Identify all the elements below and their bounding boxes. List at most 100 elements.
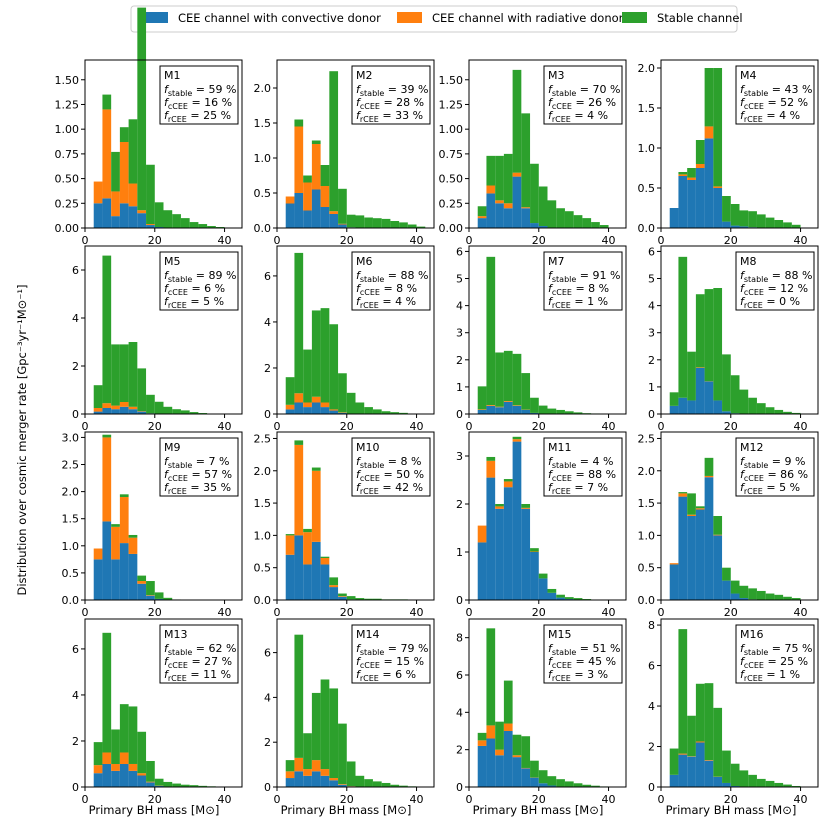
bar-m8-stable-bin13 <box>783 411 792 414</box>
bar-m13-stable-bin0 <box>93 742 103 766</box>
bar-m14-stable-bin2 <box>303 733 312 770</box>
fraction-rcee: frCEE = 33 % <box>356 109 423 124</box>
bar-m5-stable-bin4 <box>128 342 138 407</box>
bar-m9-rad-bin0 <box>93 548 103 560</box>
bar-m1-stable-bin1 <box>102 94 112 110</box>
bar-m2-stable-bin3 <box>311 140 321 144</box>
bar-m10-stable-bin6 <box>338 593 347 597</box>
bar-m7-stable-bin1 <box>486 256 496 406</box>
bar-m12-stable-bin5 <box>713 516 723 535</box>
bar-m14-rad-bin2 <box>303 769 312 776</box>
x-tick-label: 40 <box>218 234 232 247</box>
bar-m6-stable-bin1 <box>294 252 304 394</box>
x-tick-label: 20 <box>148 793 162 806</box>
y-tick-label: 6 <box>264 270 271 283</box>
bar-m14-stable-bin0 <box>285 760 295 772</box>
bar-m8-conv-bin3 <box>695 367 705 414</box>
bar-m4-conv-bin5 <box>713 188 723 228</box>
bar-m5-stable-bin0 <box>93 385 103 408</box>
bar-m5-conv-bin1 <box>102 408 112 414</box>
panel-title: M5 <box>164 255 181 268</box>
bar-m15-conv-bin0 <box>477 745 487 787</box>
y-tick-label: 3 <box>456 450 463 463</box>
y-tick-label: 2.0 <box>254 82 272 95</box>
y-tick-label: 1.50 <box>55 74 80 87</box>
bar-m4-rad-bin5 <box>713 186 723 188</box>
bar-m15-stable-bin11 <box>573 783 583 787</box>
bar-m9-stable-bin5 <box>137 575 147 582</box>
bar-m16-conv-bin5 <box>713 776 723 787</box>
bar-m9-rad-bin6 <box>146 595 155 596</box>
bar-m11-conv-bin8 <box>547 592 557 600</box>
bar-m9-conv-bin4 <box>128 553 138 600</box>
bar-m1-rad-bin4 <box>128 183 138 207</box>
bar-m3-stable-bin6 <box>530 163 539 224</box>
bar-m4-stable-bin14 <box>791 224 801 228</box>
y-tick-label: 6 <box>648 660 655 673</box>
bar-m9-conv-bin7 <box>154 598 164 600</box>
bar-m13-conv-bin2 <box>111 770 120 787</box>
bar-m6-conv-bin1 <box>294 402 304 414</box>
y-tick-label: 0 <box>648 408 655 421</box>
bar-m13-rad-bin6 <box>146 781 155 783</box>
bar-m2-stable-bin5 <box>329 71 339 212</box>
bar-m11-conv-bin6 <box>530 552 539 600</box>
x-tick-label: 20 <box>724 793 738 806</box>
bar-m15-stable-bin7 <box>538 770 548 784</box>
y-tick-label: 0.0 <box>254 594 272 607</box>
bar-m12-conv-bin8 <box>739 598 749 600</box>
annotation-box <box>159 624 239 684</box>
y-tick-label: 0 <box>456 781 463 794</box>
bar-m5-conv-bin5 <box>137 411 147 414</box>
bar-m12-conv-bin4 <box>704 477 714 600</box>
x-tick-label: 0 <box>274 606 281 619</box>
x-tick-label: 0 <box>658 606 665 619</box>
bar-m13-stable-bin7 <box>154 778 164 786</box>
y-tick-label: 0.5 <box>254 187 272 200</box>
y-tick-label: 1.5 <box>638 102 656 115</box>
y-tick-label: 0 <box>264 408 271 421</box>
bar-m8-conv-bin1 <box>678 397 688 414</box>
x-tick-label: 0 <box>658 234 665 247</box>
bar-m7-rad-bin4 <box>512 405 522 406</box>
bar-m10-stable-bin10 <box>372 598 382 600</box>
annotation-box <box>159 437 239 497</box>
bar-m5-stable-bin1 <box>102 255 112 404</box>
bar-m4-conv-bin4 <box>704 138 714 228</box>
panel-title: M15 <box>548 628 572 641</box>
bar-m11-conv-bin1 <box>486 477 496 600</box>
fraction-rcee: frCEE = 25 % <box>164 109 231 124</box>
bar-m7-conv-bin6 <box>530 412 539 414</box>
fraction-stable: fstable = 70 % <box>548 83 620 98</box>
bar-m16-stable-bin12 <box>774 782 784 787</box>
bar-m2-conv-bin2 <box>303 210 312 228</box>
panel-frame <box>468 431 627 601</box>
y-tick-label: 3 <box>648 327 655 340</box>
x-tick-label: 40 <box>218 606 232 619</box>
y-tick-label: 6 <box>456 669 463 682</box>
x-tick-label: 20 <box>532 420 546 433</box>
panel-frame <box>276 618 435 788</box>
y-tick-label: 4 <box>456 300 463 313</box>
y-tick-label: 2 <box>72 360 79 373</box>
y-tick-label: 0.5 <box>62 567 80 580</box>
x-tick-label: 20 <box>724 234 738 247</box>
bar-m15-rad-bin2 <box>495 749 504 756</box>
fraction-rcee: frCEE = 42 % <box>356 481 423 496</box>
fraction-rcee: frCEE = 4 % <box>548 109 608 124</box>
bar-m1-stable-bin7 <box>154 202 164 228</box>
bar-m10-stable-bin7 <box>346 596 356 600</box>
bar-m9-stable-bin6 <box>146 581 155 596</box>
fraction-ccee: fcCEE = 6 % <box>164 282 225 297</box>
bar-m4-stable-bin13 <box>783 222 792 228</box>
bar-m12-conv-bin7 <box>730 593 740 600</box>
fraction-ccee: fcCEE = 86 % <box>740 468 808 483</box>
bar-m11-conv-bin5 <box>521 508 531 600</box>
